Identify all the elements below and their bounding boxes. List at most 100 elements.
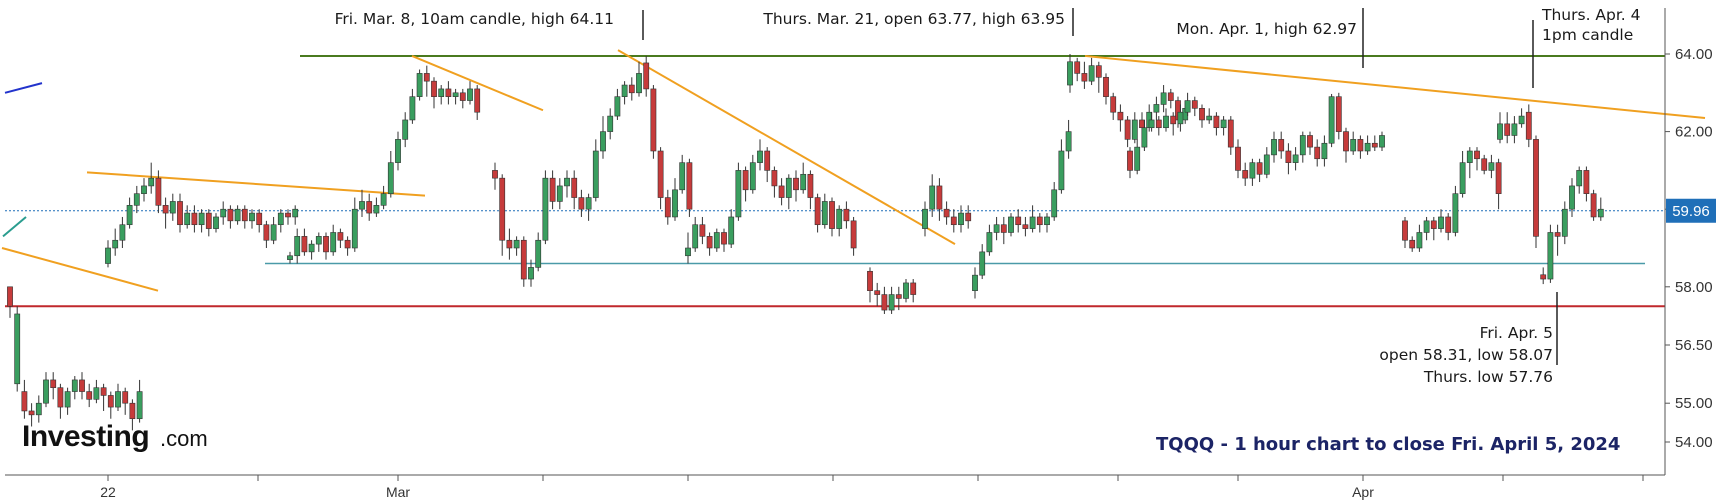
candle-up bbox=[1051, 189, 1058, 218]
x-tick-label: Apr bbox=[1352, 484, 1374, 500]
candle-up bbox=[402, 119, 409, 140]
candle-down bbox=[686, 162, 693, 210]
candle-up bbox=[395, 139, 401, 163]
partial-trendline bbox=[4, 82, 43, 94]
candle-up bbox=[294, 236, 301, 257]
candle-up bbox=[373, 205, 380, 214]
candle-down bbox=[628, 84, 635, 94]
candle-down bbox=[936, 185, 943, 210]
candle-up bbox=[1220, 119, 1227, 129]
candle-down bbox=[499, 177, 506, 241]
candle-up bbox=[1488, 162, 1495, 171]
candle-down bbox=[571, 177, 578, 198]
candle-up bbox=[1379, 135, 1385, 148]
candle-up bbox=[1177, 111, 1184, 125]
candle-down bbox=[1583, 170, 1590, 194]
candle-down bbox=[706, 236, 713, 249]
candle-up bbox=[148, 177, 155, 187]
candle-up bbox=[169, 201, 176, 214]
candle-up bbox=[1569, 185, 1575, 210]
candle-down bbox=[445, 88, 452, 97]
candles bbox=[7, 54, 1604, 431]
candle-down bbox=[520, 239, 527, 280]
candle-up bbox=[292, 208, 299, 218]
candle-up bbox=[1423, 220, 1430, 233]
candle-down bbox=[301, 236, 308, 253]
candle-down bbox=[950, 216, 957, 226]
candle-up bbox=[922, 208, 928, 229]
candle-down bbox=[1015, 216, 1022, 226]
candle-up bbox=[1153, 104, 1160, 113]
candle-down bbox=[1139, 119, 1145, 129]
candle-up bbox=[330, 232, 337, 253]
candle-down bbox=[1081, 73, 1088, 82]
candle-down bbox=[1167, 92, 1174, 101]
candle-down bbox=[1307, 135, 1313, 148]
candle-down bbox=[1525, 111, 1532, 140]
candle-up bbox=[270, 224, 277, 241]
candle-up bbox=[888, 294, 895, 311]
candle-up bbox=[1044, 216, 1050, 226]
candle-down bbox=[650, 88, 657, 152]
candle-down bbox=[1285, 150, 1292, 163]
candle-down bbox=[177, 201, 183, 226]
candle-down bbox=[1155, 119, 1162, 129]
candle-down bbox=[742, 170, 749, 191]
candle-down bbox=[506, 239, 513, 249]
trendline bbox=[1084, 54, 1706, 120]
candle-down bbox=[28, 410, 35, 416]
candle-up bbox=[1497, 123, 1503, 140]
candle-up bbox=[359, 201, 365, 210]
candle-up bbox=[1067, 61, 1073, 86]
candle-down bbox=[423, 73, 430, 82]
candle-up bbox=[452, 92, 459, 97]
y-tick-label: 64.00 bbox=[1675, 46, 1713, 63]
candle-down bbox=[57, 387, 64, 408]
candle-up bbox=[71, 379, 78, 392]
last-price-label: 59.96 bbox=[1672, 203, 1710, 220]
y-tick-label: 62.00 bbox=[1675, 124, 1713, 141]
y-tick-label: 58.00 bbox=[1675, 279, 1713, 296]
candle-down bbox=[1095, 65, 1102, 78]
candle-up bbox=[1597, 208, 1604, 218]
candle-down bbox=[129, 402, 136, 420]
candle-down bbox=[1074, 61, 1081, 74]
candle-down bbox=[1554, 232, 1561, 237]
candle-up bbox=[1416, 232, 1423, 249]
candle-down bbox=[1022, 224, 1029, 229]
candle-up bbox=[1547, 232, 1554, 280]
candle-up bbox=[986, 232, 993, 253]
candle-down bbox=[910, 282, 917, 295]
partial-trendline bbox=[2, 216, 27, 238]
candle-down bbox=[643, 62, 650, 90]
candle-up bbox=[213, 216, 219, 229]
candle-up bbox=[972, 274, 978, 291]
candle-up bbox=[198, 212, 205, 226]
candle-down bbox=[1000, 224, 1007, 233]
candle-up bbox=[35, 402, 42, 416]
candle-up bbox=[1299, 135, 1306, 156]
candle-down bbox=[1235, 146, 1241, 171]
candle-up bbox=[735, 170, 742, 218]
candle-down bbox=[1504, 123, 1511, 136]
candle-down bbox=[807, 173, 814, 198]
y-tick-label: 55.00 bbox=[1675, 395, 1713, 412]
candle-down bbox=[1533, 139, 1539, 237]
x-tick-label: Mar bbox=[386, 484, 410, 500]
candle-up bbox=[308, 243, 315, 253]
candle-down bbox=[227, 208, 234, 222]
candle-up bbox=[785, 177, 792, 198]
candle-up bbox=[234, 208, 241, 222]
candle-down bbox=[1481, 158, 1488, 171]
candle-down bbox=[162, 205, 169, 214]
candle-up bbox=[513, 239, 520, 249]
candle-up bbox=[277, 212, 284, 226]
candle-down bbox=[943, 208, 950, 218]
annotation-text: Thurs. low 57.76 bbox=[1423, 368, 1553, 386]
candle-down bbox=[474, 88, 481, 113]
candle-down bbox=[21, 391, 28, 412]
candle-up bbox=[749, 162, 756, 191]
candle-up bbox=[979, 251, 986, 276]
candle-up bbox=[380, 193, 387, 206]
candle-down bbox=[895, 294, 902, 299]
